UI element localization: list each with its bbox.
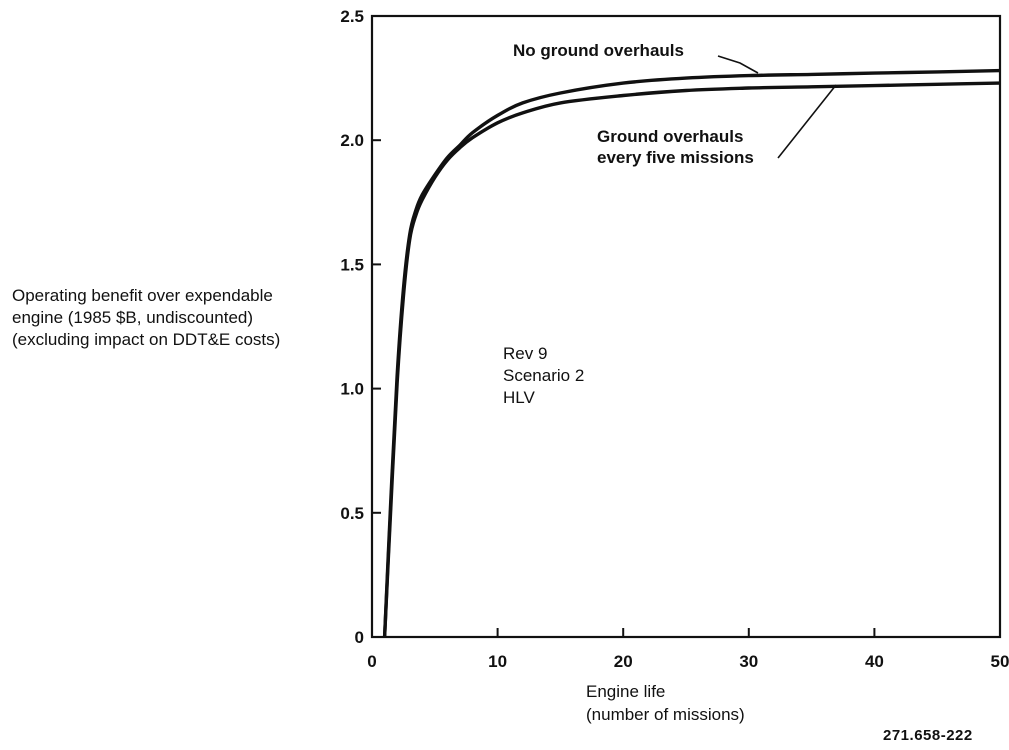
figure-id: 271.658-222	[883, 727, 973, 744]
y-tick-label: 1.5	[340, 255, 364, 274]
annotation-leaders	[717, 55, 837, 159]
y-tick-label: 2.0	[340, 131, 364, 150]
axes-frame	[370, 14, 1002, 639]
x-tick-label: 10	[488, 652, 507, 671]
y-tick-label: 1.0	[340, 380, 364, 399]
x-tick-label: 20	[614, 652, 633, 671]
annotation-overhaul-line-1: Ground overhauls	[597, 127, 744, 146]
y-axis-label-line-2: engine (1985 $B, undiscounted)	[12, 308, 254, 327]
x-axis-label-line-1: Engine life	[586, 682, 666, 701]
series-line-overhaul	[382, 81, 1001, 638]
inset-note: Rev 9 Scenario 2 HLV	[503, 343, 584, 409]
x-tick-label: 0	[367, 652, 376, 671]
y-tick-label: 2.5	[340, 7, 364, 26]
annotation-no-overhaul: No ground overhauls	[513, 41, 684, 60]
y-axis-label-line-1: Operating benefit over expendable	[12, 286, 273, 305]
annotation-overhaul: Ground overhauls every five missions	[597, 126, 754, 168]
y-axis-label: Operating benefit over expendable engine…	[12, 285, 280, 351]
y-tick-label: 0.5	[340, 504, 364, 523]
inset-note-line-1: Rev 9	[503, 344, 548, 363]
x-axis-label: Engine life (number of missions)	[586, 680, 745, 726]
y-tick-label: 0	[355, 628, 364, 647]
x-axis-label-line-2: (number of missions)	[586, 705, 745, 724]
inset-note-line-3: HLV	[503, 388, 535, 407]
annotation-overhaul-line-2: every five missions	[597, 148, 754, 167]
x-tick-label: 30	[739, 652, 758, 671]
axis-ticks: 0 10 20 30 40 50 0 0.5 1.0 1.5 2.0 2.5	[340, 7, 1009, 671]
inset-note-line-2: Scenario 2	[503, 366, 585, 385]
x-tick-label: 50	[991, 652, 1009, 671]
leader-overhaul	[777, 84, 837, 159]
x-tick-label: 40	[865, 652, 884, 671]
plot-frame	[370, 14, 1002, 639]
series-lines	[382, 68, 1001, 638]
leader-no-overhaul	[717, 55, 759, 74]
y-axis-label-line-3: (excluding impact on DDT&E costs)	[12, 330, 281, 349]
